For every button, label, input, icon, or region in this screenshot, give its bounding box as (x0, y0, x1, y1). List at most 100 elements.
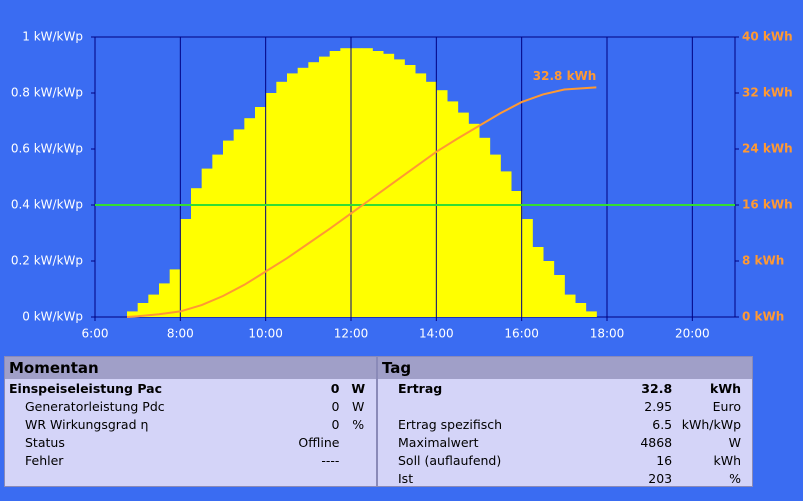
table-cell: 32.8 (641, 380, 673, 396)
table-row: WR Wirkungsgrad η 0% (5, 415, 377, 433)
bar (404, 65, 416, 317)
bar (137, 303, 149, 317)
bar (500, 171, 512, 317)
table-cell (378, 397, 561, 415)
y2-tick-label: 32 kWh (742, 86, 793, 100)
table-row: 2.95 Euro (378, 397, 753, 415)
y-tick-label: 0.6 kW/kWp (11, 142, 83, 156)
table-cell: 0 (331, 398, 340, 414)
bar (319, 56, 331, 317)
bar (201, 168, 213, 317)
table-row: Status Offline (5, 433, 377, 451)
y-tick-label: 0.2 kW/kWp (11, 254, 83, 268)
table-cell: Offline (298, 434, 340, 450)
table-cell: Generatorleistung Pdc (25, 398, 165, 414)
table-cell: % (729, 470, 741, 486)
table-cell: % (352, 416, 365, 432)
bar (393, 59, 405, 318)
table-cell: 203 (648, 470, 673, 486)
bar (575, 303, 587, 317)
table-cell: Fehler (25, 452, 64, 468)
y2-tick-label: 24 kWh (742, 142, 793, 156)
bar (564, 294, 576, 317)
table-cell: kWh (713, 452, 741, 468)
bar (436, 90, 448, 317)
table-cell: ---- (321, 452, 340, 468)
bar (180, 219, 192, 317)
table-cell: Ertrag spezifisch (398, 416, 502, 432)
bar (585, 311, 597, 317)
bar (169, 269, 181, 317)
table-cell: 4868 (640, 434, 673, 450)
momentan-panel: Momentan Einspeiseleistung Pac 0 W Generator… (4, 356, 377, 487)
bar (127, 311, 139, 317)
x-tick-label: 18:00 (590, 327, 625, 341)
data-table: Ertrag 32.8 kWh 2.95 Euro Ertrag spezifisch 6.… (378, 379, 753, 487)
bar (543, 261, 555, 317)
x-tick-label: 16:00 (504, 327, 539, 341)
table-cell: Einspeiseleistung Pac (9, 380, 163, 396)
bar (372, 51, 384, 317)
bar (468, 123, 480, 317)
table-cell: kWh (710, 380, 741, 396)
table-cell: Status (25, 434, 65, 450)
table-cell: WR Wirkungsgrad η (25, 416, 149, 432)
table-cell: kWh/kWp (681, 416, 741, 432)
table-row: Einspeiseleistung Pac 0 W (5, 379, 377, 397)
table-row: Ist 203% (378, 469, 753, 487)
y-tick-label: 0 kW/kWp (22, 310, 83, 324)
bar (447, 101, 459, 318)
y2-tick-label: 16 kWh (742, 198, 793, 212)
energy-line (126, 86, 597, 318)
x-tick-label: 10:00 (248, 327, 283, 341)
bar (212, 154, 224, 317)
table-row: Generatorleistung Pdc 0 W (5, 397, 377, 415)
y2-tick-label: 40 kWh (742, 30, 793, 44)
table-cell: Ist (398, 470, 414, 486)
bar (425, 81, 437, 317)
table-cell: W (351, 380, 366, 396)
table-cell: W (352, 398, 365, 414)
data-table: Einspeiseleistung Pac 0 W Generatorleistung… (5, 379, 377, 469)
bar (479, 137, 491, 317)
bar (415, 73, 427, 318)
table-row: Fehler ---- (5, 451, 377, 469)
bar (159, 283, 171, 317)
table-cell: 2.95 (644, 398, 673, 414)
panel-title: Tag (378, 357, 752, 379)
bar (340, 48, 352, 317)
table-cell: W (728, 434, 741, 450)
bar (287, 73, 299, 318)
bar (351, 48, 363, 317)
y2-tick-label: 8 kWh (742, 254, 784, 268)
bar (532, 247, 544, 317)
y2-tick-label: 0 kWh (742, 310, 784, 324)
bar (297, 67, 309, 317)
table-row: Maximalwert 4868 W (378, 433, 753, 451)
table-cell (339, 433, 377, 451)
bar (361, 48, 373, 317)
chart: 6:00 8:00 10:00 12:00 14:00 16:00 18:00 20:00 0 … (11, 30, 793, 341)
tag-panel: Tag Ertrag 32.8 kWh 2.95 Euro Ertrag spezifisc… (377, 356, 753, 487)
bar (255, 107, 267, 317)
bar (191, 188, 203, 317)
bar (244, 118, 256, 317)
table-cell: 0 (330, 380, 340, 396)
bar (489, 154, 501, 317)
bar (511, 191, 523, 317)
table-row: Soll (auflaufend) 16 kWh (378, 451, 753, 469)
panel-title: Momentan (5, 357, 376, 379)
bar (521, 219, 533, 317)
table-cell: Maximalwert (398, 434, 479, 450)
table-row: Ertrag spezifisch 6.5 kWh/kWp (378, 415, 753, 433)
table-row: Ertrag 32.8 kWh (378, 379, 753, 397)
y-tick-label: 0.8 kW/kWp (11, 86, 83, 100)
y-tick-label: 1 kW/kWp (22, 30, 83, 44)
x-tick-label: 20:00 (675, 327, 710, 341)
bar (553, 275, 565, 317)
bar (223, 140, 235, 317)
bar (457, 112, 469, 317)
table-cell: Euro (712, 398, 741, 414)
bar (329, 51, 341, 317)
